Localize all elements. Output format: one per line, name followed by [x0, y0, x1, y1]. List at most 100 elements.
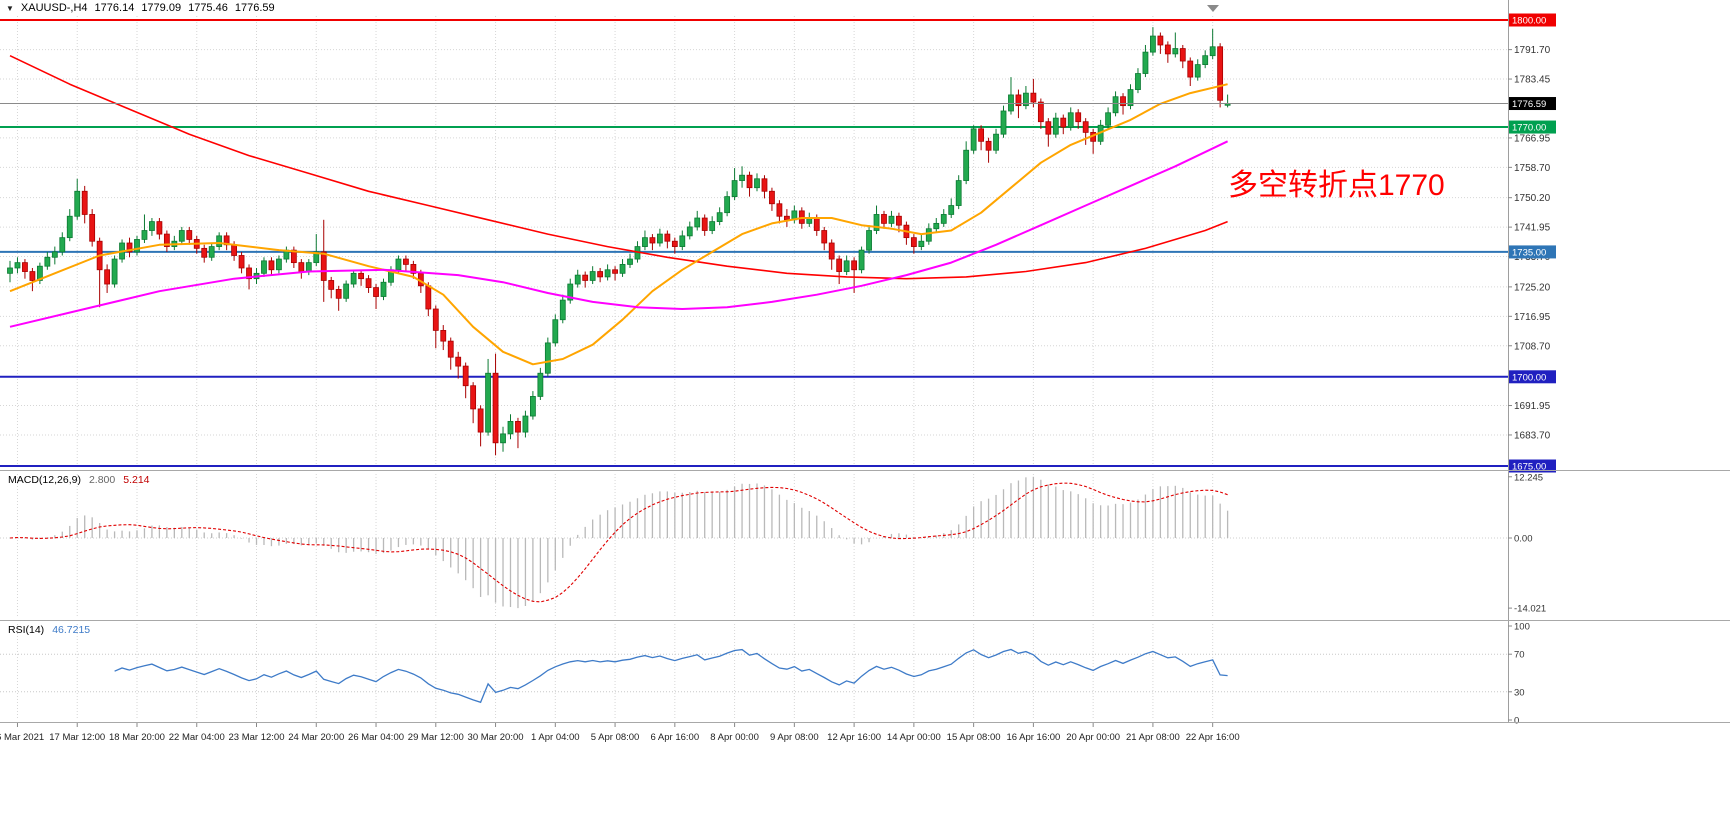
candle-body [343, 283, 350, 299]
candle-body [186, 230, 193, 240]
candle-body [978, 128, 984, 142]
price-axis[interactable] [1509, 0, 1730, 723]
candle-body [14, 262, 21, 269]
time-axis-label: 9 Apr 08:00 [770, 732, 819, 743]
price-axis-label: 1791.70 [1514, 45, 1551, 56]
time-axis-label: 26 Mar 04:00 [348, 732, 404, 743]
candle-body [104, 269, 111, 285]
candle-body [380, 281, 387, 297]
time-axis-label: 6 Apr 16:00 [651, 732, 700, 743]
candle-body [754, 178, 760, 189]
rsi-axis-label: 70 [1514, 650, 1525, 661]
candle-body [724, 196, 731, 214]
candle-body [447, 340, 454, 358]
candle-body [365, 278, 372, 288]
price-axis-label: 1725.20 [1514, 282, 1551, 293]
price-axis-label: 1741.95 [1514, 223, 1551, 234]
candle-body [739, 174, 745, 181]
candle-body [74, 190, 81, 217]
candle-body [955, 180, 962, 206]
text-annotation[interactable]: 多空转折点1770 [1228, 169, 1445, 202]
time-axis-label: 18 Mar 20:00 [109, 732, 165, 743]
candle-body [29, 271, 36, 281]
candle-body [1015, 94, 1022, 107]
ohlc-high: 1779.09 [141, 2, 182, 14]
candle-body [1105, 112, 1111, 126]
macd-signal-line [9, 482, 1228, 603]
candle-body [574, 274, 581, 285]
ma-slow-red [9, 54, 1228, 280]
candle-body [1150, 35, 1156, 53]
price-badge-1800.00: 1800.00 [1512, 16, 1546, 27]
candle-body [589, 271, 596, 281]
candle-body [619, 264, 626, 274]
candle-body [709, 221, 716, 231]
candle-body [925, 228, 932, 242]
candle-body [1045, 121, 1052, 135]
time-axis-label: 17 Mar 12:00 [49, 732, 105, 743]
candle-body [537, 372, 544, 397]
candle-body [769, 190, 775, 205]
price-axis-label: 1758.70 [1514, 163, 1551, 174]
time-axis-label: 22 Mar 04:00 [169, 732, 225, 743]
chart-shift-marker[interactable] [1207, 5, 1219, 12]
candle-body [1142, 51, 1149, 74]
candle-body [1037, 101, 1044, 123]
candle-body [1067, 112, 1074, 128]
price-badge-1770.00-bg [1509, 120, 1556, 134]
candle-body [910, 237, 917, 247]
candle-body [836, 258, 843, 272]
candle-body [948, 205, 955, 215]
candle-body [395, 258, 402, 271]
candle-body [530, 396, 536, 417]
candle-body [761, 178, 768, 192]
price-axis-label: 1783.45 [1514, 75, 1551, 86]
candle-body [851, 260, 858, 271]
candle-body [276, 258, 282, 271]
candle-body [492, 372, 499, 444]
candle-body [627, 258, 633, 265]
candle-body [149, 221, 155, 231]
candle-body [694, 217, 701, 228]
candle-body [358, 272, 364, 280]
time-axis-label: 22 Apr 16:00 [1186, 732, 1240, 743]
candle-body [305, 262, 312, 272]
price-axis-label: 1766.95 [1514, 133, 1551, 144]
candle-body [896, 215, 902, 226]
candle-body [216, 235, 223, 247]
price-badge-1735.00: 1735.00 [1512, 247, 1546, 258]
candle-body [403, 258, 409, 265]
candle-body [1194, 64, 1201, 78]
candle-body [597, 271, 604, 278]
symbol-dropdown-icon[interactable]: ▼ [6, 3, 14, 13]
candle-body [821, 230, 828, 244]
candle-body [126, 242, 133, 253]
macd-main-value: 2.800 [88, 474, 116, 486]
candle-body [89, 214, 96, 242]
price-badge-1735.00-bg [1509, 245, 1556, 259]
candle-body [866, 230, 872, 251]
candle-body [1000, 110, 1007, 135]
candle-body [462, 365, 469, 387]
candle-body [178, 230, 185, 242]
candle-body [813, 217, 820, 231]
time-axis-label: 8 Apr 00:00 [710, 732, 759, 743]
rsi-label: RSI(14) [8, 624, 45, 636]
candle-body [828, 242, 835, 260]
candle-body [51, 251, 58, 258]
candle-body [1127, 89, 1134, 107]
candle-body [208, 246, 215, 258]
candle-body [1060, 117, 1067, 128]
candle-body [1157, 35, 1164, 46]
price-badge-1800.00-bg [1509, 13, 1556, 27]
candle-body [246, 267, 252, 280]
ma-mid-orange [9, 83, 1228, 366]
candle-body [432, 308, 439, 331]
time-axis-label: 23 Mar 12:00 [229, 732, 285, 743]
time-axis[interactable] [0, 723, 1508, 751]
time-axis-label: 16 Apr 16:00 [1006, 732, 1060, 743]
candle-body [1187, 60, 1194, 78]
candle-body [1217, 46, 1224, 101]
